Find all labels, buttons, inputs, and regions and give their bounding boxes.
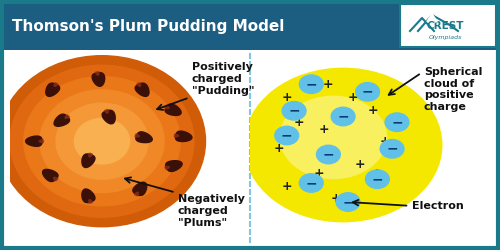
Circle shape	[0, 56, 206, 227]
Text: +: +	[314, 167, 324, 180]
Text: −: −	[306, 77, 317, 91]
Polygon shape	[136, 132, 152, 142]
Polygon shape	[92, 73, 104, 86]
Bar	[400, 4, 496, 47]
Circle shape	[332, 108, 355, 126]
Polygon shape	[135, 134, 140, 137]
Polygon shape	[166, 161, 182, 172]
Polygon shape	[82, 189, 95, 202]
Circle shape	[316, 146, 340, 164]
Text: −: −	[362, 85, 374, 99]
Text: −: −	[338, 110, 349, 124]
Polygon shape	[105, 110, 108, 113]
Circle shape	[366, 170, 389, 188]
Text: CREST: CREST	[426, 21, 464, 31]
Polygon shape	[54, 83, 58, 86]
Bar	[2, 2, 498, 50]
Circle shape	[380, 140, 404, 158]
Polygon shape	[82, 154, 95, 168]
Text: +: +	[355, 158, 366, 170]
Circle shape	[24, 76, 180, 206]
Text: +: +	[282, 91, 292, 104]
Text: −: −	[322, 148, 334, 162]
Polygon shape	[96, 72, 99, 75]
Text: −: −	[288, 104, 300, 118]
Text: Spherical
cloud of
positive
charge: Spherical cloud of positive charge	[424, 67, 482, 112]
Polygon shape	[176, 131, 192, 141]
Polygon shape	[54, 178, 58, 181]
Text: −: −	[342, 195, 354, 209]
Polygon shape	[133, 182, 146, 196]
Circle shape	[385, 113, 409, 131]
Circle shape	[336, 193, 360, 211]
Circle shape	[74, 118, 130, 164]
Polygon shape	[164, 106, 169, 108]
Polygon shape	[135, 83, 149, 96]
Polygon shape	[174, 134, 178, 137]
Circle shape	[300, 174, 323, 192]
Circle shape	[300, 75, 323, 93]
Polygon shape	[165, 104, 181, 116]
Polygon shape	[165, 166, 170, 169]
Polygon shape	[65, 115, 70, 118]
Text: −: −	[372, 172, 383, 186]
Circle shape	[40, 90, 164, 192]
Polygon shape	[26, 136, 42, 146]
Circle shape	[282, 102, 306, 120]
Polygon shape	[42, 170, 58, 181]
Text: Positively
charged
"Pudding": Positively charged "Pudding"	[192, 62, 254, 96]
Circle shape	[356, 83, 380, 101]
Polygon shape	[54, 114, 70, 126]
Circle shape	[280, 96, 387, 179]
Text: −: −	[281, 128, 292, 142]
Text: +: +	[367, 104, 378, 117]
Text: Negatively
charged
"Plums": Negatively charged "Plums"	[178, 194, 245, 228]
Polygon shape	[39, 140, 44, 142]
Text: +: +	[380, 135, 390, 148]
Text: −: −	[306, 176, 317, 190]
Polygon shape	[89, 200, 92, 203]
Text: +: +	[318, 123, 329, 136]
Text: +: +	[323, 78, 334, 91]
Text: +: +	[282, 180, 292, 193]
Polygon shape	[46, 83, 60, 96]
Text: +: +	[348, 91, 358, 104]
Text: +: +	[372, 167, 382, 180]
Circle shape	[245, 69, 441, 221]
Text: +: +	[330, 192, 341, 205]
Text: Olympiads: Olympiads	[428, 34, 462, 40]
Polygon shape	[137, 83, 140, 86]
Polygon shape	[134, 192, 138, 196]
Circle shape	[275, 126, 298, 144]
Text: Thomson's Plum Pudding Model: Thomson's Plum Pudding Model	[12, 18, 284, 34]
Polygon shape	[102, 110, 115, 124]
Text: Electron: Electron	[412, 201, 464, 211]
Text: −: −	[391, 115, 403, 129]
Circle shape	[56, 103, 148, 179]
Text: +: +	[294, 116, 304, 129]
Polygon shape	[89, 153, 92, 157]
Circle shape	[10, 65, 194, 217]
Text: −: −	[386, 142, 398, 156]
Text: +: +	[274, 142, 284, 155]
